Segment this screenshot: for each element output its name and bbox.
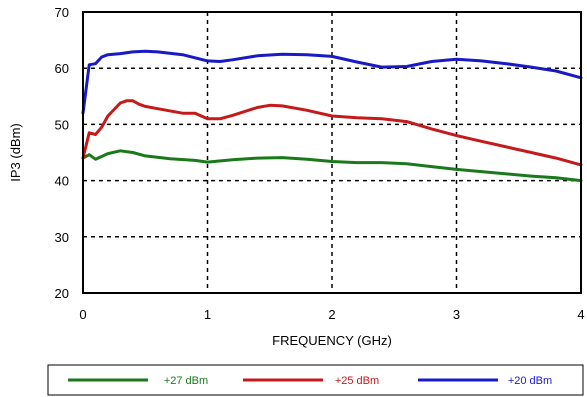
- legend-label: +25 dBm: [335, 375, 379, 387]
- x-tick-label: 0: [79, 307, 86, 322]
- series-lines: [81, 49, 583, 183]
- y-tick-label: 30: [55, 230, 69, 245]
- legend-label: +27 dBm: [164, 375, 208, 387]
- x-tick-label: 4: [577, 307, 584, 322]
- y-axis-label: IP3 (dBm): [8, 123, 23, 182]
- x-tick-label: 1: [204, 307, 211, 322]
- x-tick-labels: 0 1 2 3 4: [79, 307, 584, 322]
- x-tick-label: 3: [453, 307, 460, 322]
- x-axis-label: FREQUENCY (GHz): [272, 333, 392, 348]
- grid-lines: [83, 12, 581, 293]
- series-line: [81, 149, 583, 183]
- legend-label: +20 dBm: [508, 375, 552, 387]
- legend-items: +27 dBm +25 dBm +20 dBm: [68, 375, 552, 387]
- legend: +27 dBm +25 dBm +20 dBm: [47, 364, 584, 396]
- y-tick-label: 20: [55, 286, 69, 301]
- y-tick-label: 50: [55, 117, 69, 132]
- y-tick-label: 60: [55, 61, 69, 76]
- series-line: [81, 99, 583, 167]
- series-line: [81, 49, 583, 115]
- y-tick-label: 40: [55, 174, 69, 189]
- plot-frame: [82, 11, 582, 294]
- y-tick-label: 70: [55, 5, 69, 20]
- x-tick-label: 2: [328, 307, 335, 322]
- y-tick-labels: 20 30 40 50 60 70: [55, 5, 69, 301]
